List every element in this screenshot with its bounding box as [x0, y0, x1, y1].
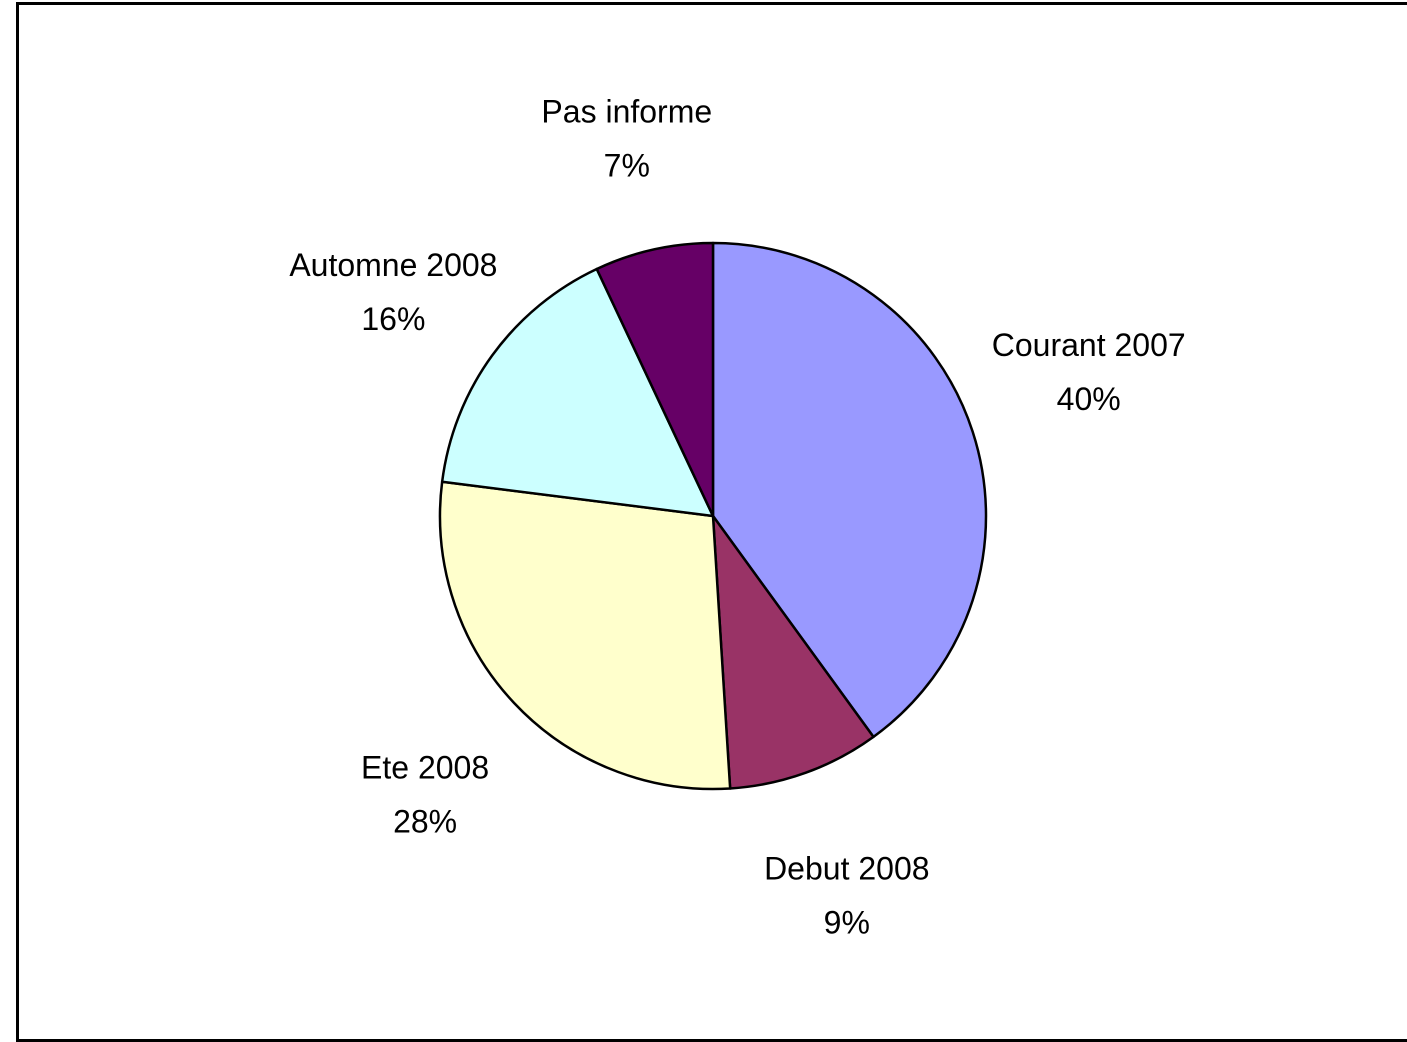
slice-name-label: Courant 2007 — [992, 327, 1186, 363]
pie-slice-ete-2008 — [438, 480, 732, 791]
slice-percent-label: 9% — [824, 905, 870, 941]
slice-name-label: Automne 2008 — [289, 247, 497, 283]
slice-percent-label: 28% — [393, 803, 457, 839]
pie-slice-courant-2007 — [711, 241, 988, 739]
slice-name-label: Debut 2008 — [764, 851, 929, 887]
slice-percent-label: 16% — [361, 301, 425, 337]
slice-percent-label: 40% — [1057, 381, 1121, 417]
slice-name-label: Ete 2008 — [361, 749, 489, 785]
slice-name-label: Pas informe — [541, 94, 712, 130]
pie-slice-pas-informe — [595, 241, 715, 518]
pie-slice-automne-2008 — [440, 267, 715, 518]
slice-percent-label: 7% — [604, 148, 650, 184]
pie-slice-debut-2008 — [711, 514, 875, 790]
pie-labels: Courant 2007 40% Debut 2008 9% Ete 2008 28% Au… — [289, 94, 1185, 941]
pie-slices — [438, 241, 988, 791]
